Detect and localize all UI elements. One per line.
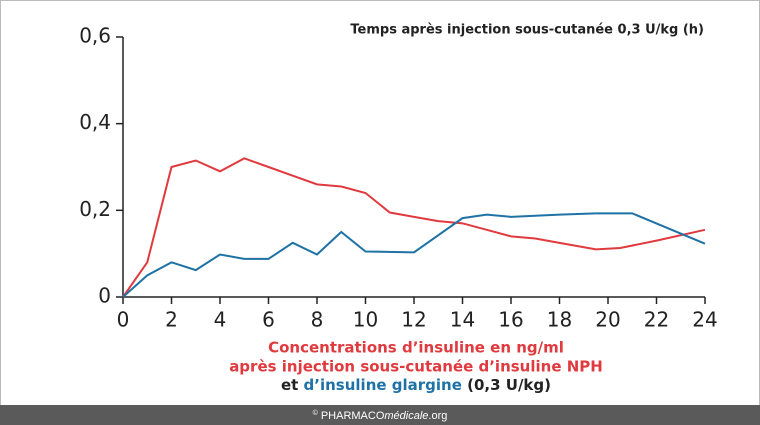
chart-title: Temps après injection sous-cutanée 0,3 U… xyxy=(350,23,704,38)
x-tick-label: 18 xyxy=(547,308,572,332)
x-tick-label: 8 xyxy=(311,308,324,332)
x-tick-label: 16 xyxy=(498,308,523,332)
footer-bar xyxy=(0,405,760,425)
x-tick-label: 2 xyxy=(165,308,178,332)
caption-line: et d’insuline glargine (0,3 U/kg) xyxy=(281,376,551,394)
x-tick-label: 4 xyxy=(214,308,227,332)
x-tick-label: 6 xyxy=(262,308,275,332)
footer-part: médicale xyxy=(384,410,428,422)
x-tick-label: 22 xyxy=(644,308,669,332)
caption-part: et xyxy=(281,376,304,394)
x-tick-label: 10 xyxy=(353,308,378,332)
footer-part: © xyxy=(313,409,319,417)
x-tick-label: 12 xyxy=(401,308,426,332)
caption-part: d’insuline glargine xyxy=(304,376,462,394)
caption-line: Concentrations d’insuline en ng/ml xyxy=(268,339,564,357)
caption-line: après injection sous-cutanée d’insuline … xyxy=(229,358,603,376)
x-tick-label: 14 xyxy=(450,308,475,332)
y-tick-label: 0,6 xyxy=(79,24,111,48)
caption-part: (0,3 U/kg) xyxy=(462,376,551,394)
x-tick-label: 0 xyxy=(117,308,130,332)
x-tick-label: 20 xyxy=(595,308,620,332)
y-tick-label: 0 xyxy=(98,284,111,308)
footer-part: PHARMACO xyxy=(318,410,385,422)
series-line xyxy=(122,212,706,298)
footer-part: .org xyxy=(428,410,447,422)
series-line xyxy=(122,157,706,298)
footer: © PHARMACOmédicale.org xyxy=(313,409,448,422)
y-tick-label: 0,4 xyxy=(79,110,111,134)
x-tick-label: 24 xyxy=(692,308,717,332)
y-tick-label: 0,2 xyxy=(79,197,111,221)
